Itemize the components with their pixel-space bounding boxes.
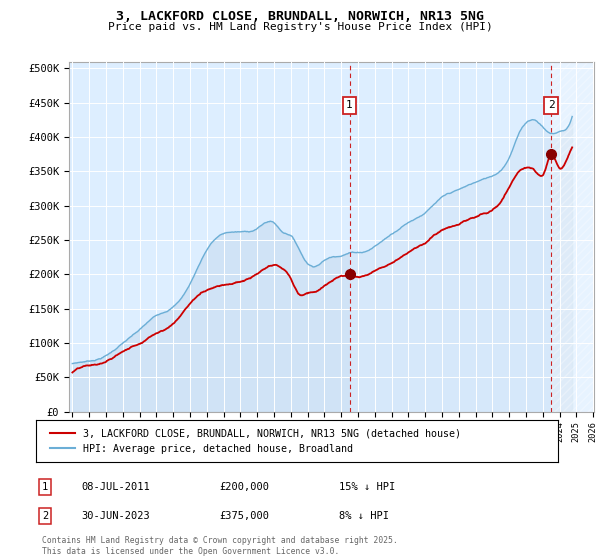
Text: Contains HM Land Registry data © Crown copyright and database right 2025.
This d: Contains HM Land Registry data © Crown c… (42, 536, 398, 556)
Text: 15% ↓ HPI: 15% ↓ HPI (339, 482, 395, 492)
Text: £375,000: £375,000 (219, 511, 269, 521)
Text: 1: 1 (42, 482, 48, 492)
Text: Price paid vs. HM Land Registry's House Price Index (HPI): Price paid vs. HM Land Registry's House … (107, 22, 493, 32)
Text: £200,000: £200,000 (219, 482, 269, 492)
Text: 2: 2 (42, 511, 48, 521)
Text: 8% ↓ HPI: 8% ↓ HPI (339, 511, 389, 521)
Legend: 3, LACKFORD CLOSE, BRUNDALL, NORWICH, NR13 5NG (detached house), HPI: Average pr: 3, LACKFORD CLOSE, BRUNDALL, NORWICH, NR… (46, 424, 465, 458)
Bar (350, 62, 551, 412)
Text: 1: 1 (346, 100, 353, 110)
Text: 30-JUN-2023: 30-JUN-2023 (81, 511, 150, 521)
Text: 2: 2 (548, 100, 554, 110)
Text: 08-JUL-2011: 08-JUL-2011 (81, 482, 150, 492)
Text: 3, LACKFORD CLOSE, BRUNDALL, NORWICH, NR13 5NG: 3, LACKFORD CLOSE, BRUNDALL, NORWICH, NR… (116, 10, 484, 23)
Bar (551, 62, 598, 412)
